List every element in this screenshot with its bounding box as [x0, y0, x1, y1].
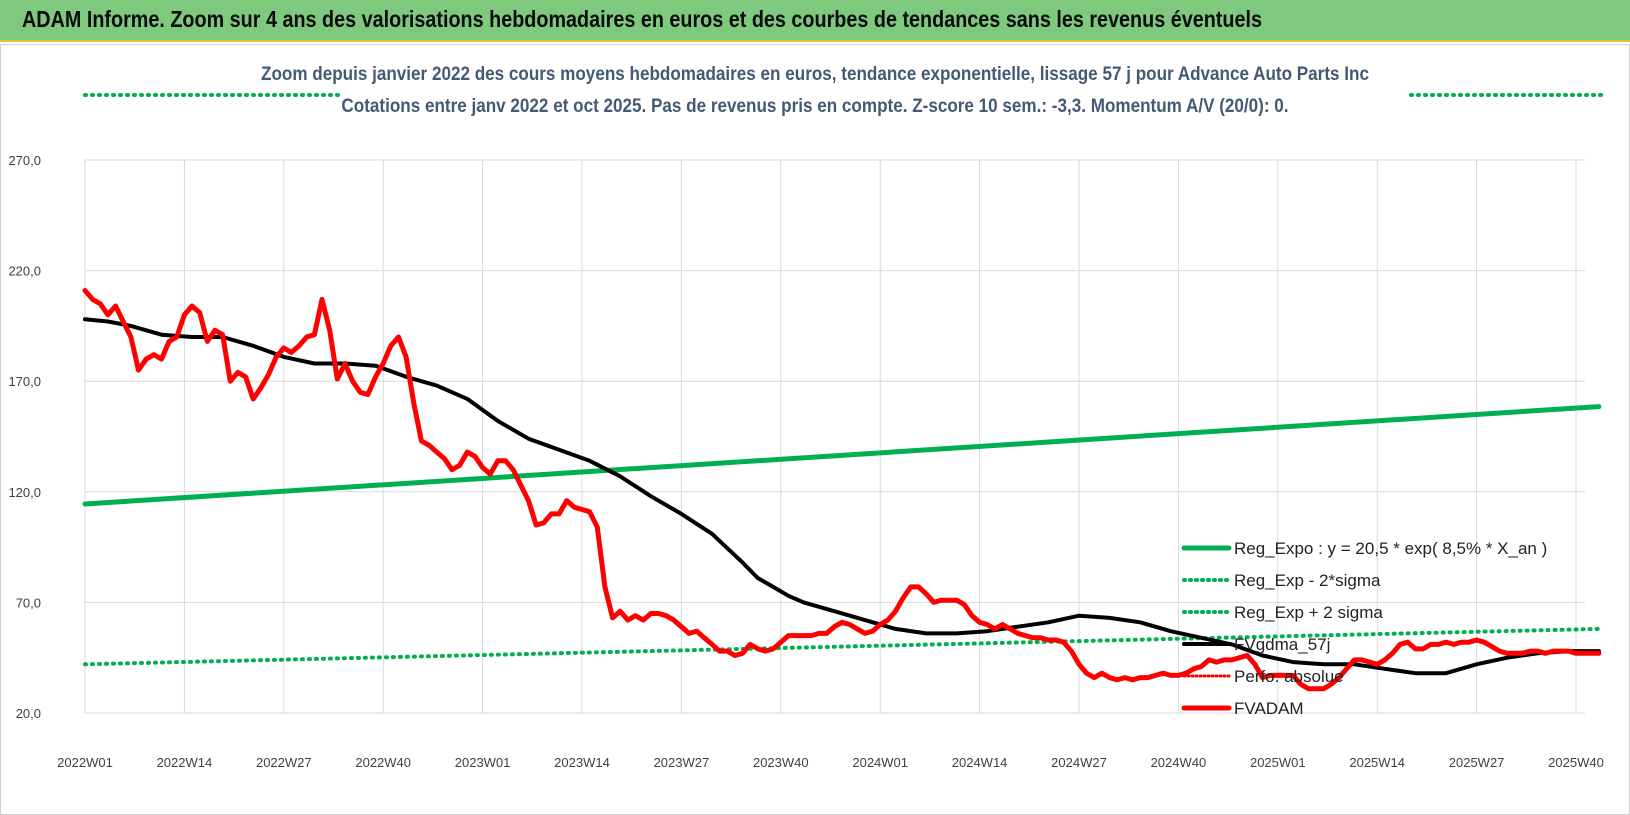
page: ADAM Informe. Zoom sur 4 ans des valoris…	[0, 0, 1630, 815]
series-reg-exp-minus-2sigma	[85, 629, 1599, 664]
x-tick-label: 2022W01	[57, 755, 113, 770]
legend: Reg_Expo : y = 20,5 * exp( 8,5% * X_an )…	[1184, 539, 1547, 718]
chart-frame: Zoom depuis janvier 2022 des cours moyen…	[0, 44, 1630, 815]
chart-title: Zoom depuis janvier 2022 des cours moyen…	[261, 63, 1369, 84]
series-group	[85, 95, 1604, 689]
gridlines	[85, 160, 1585, 713]
legend-label: Reg_Exp + 2 sigma	[1234, 603, 1383, 622]
x-tick-label: 2024W01	[852, 755, 908, 770]
chart: Zoom depuis janvier 2022 des cours moyen…	[1, 45, 1629, 814]
x-tick-label: 2022W40	[355, 755, 411, 770]
y-tick-label: 170,0	[8, 374, 41, 389]
y-tick-label: 70,0	[16, 595, 41, 610]
legend-label: FVgdma_57j	[1234, 635, 1330, 654]
x-tick-label: 2024W40	[1151, 755, 1207, 770]
x-tick-label: 2025W14	[1349, 755, 1405, 770]
legend-label: FVADAM	[1234, 699, 1304, 718]
x-tick-label: 2024W14	[952, 755, 1008, 770]
x-tick-label: 2023W14	[554, 755, 610, 770]
x-tick-label: 2025W40	[1548, 755, 1604, 770]
y-tick-label: 120,0	[8, 485, 41, 500]
legend-label: Perfo. absolue	[1234, 667, 1344, 686]
x-tick-label: 2025W01	[1250, 755, 1306, 770]
page-title: ADAM Informe. Zoom sur 4 ans des valoris…	[22, 6, 1262, 33]
legend-label: Reg_Exp - 2*sigma	[1234, 571, 1381, 590]
header-bar: ADAM Informe. Zoom sur 4 ans des valoris…	[0, 0, 1630, 42]
x-tick-label: 2023W27	[654, 755, 710, 770]
x-tick-label: 2023W01	[455, 755, 511, 770]
y-tick-label: 20,0	[16, 706, 41, 721]
x-axis-ticks: 2022W01 2022W14 2022W27 2022W40 2023W01 2023W…	[57, 755, 1604, 770]
series-reg-expo	[85, 407, 1599, 504]
y-tick-label: 270,0	[8, 153, 41, 168]
x-tick-label: 2025W27	[1449, 755, 1505, 770]
x-tick-label: 2022W27	[256, 755, 312, 770]
y-axis-ticks: 20,0 70,0 120,0 170,0 220,0 270,0	[8, 153, 41, 721]
chart-subtitle: Cotations entre janv 2022 et oct 2025. P…	[341, 95, 1288, 116]
x-tick-label: 2023W40	[753, 755, 809, 770]
y-tick-label: 220,0	[8, 264, 41, 279]
x-tick-label: 2024W27	[1051, 755, 1107, 770]
x-tick-label: 2022W14	[157, 755, 213, 770]
legend-label: Reg_Expo : y = 20,5 * exp( 8,5% * X_an )	[1234, 539, 1547, 558]
